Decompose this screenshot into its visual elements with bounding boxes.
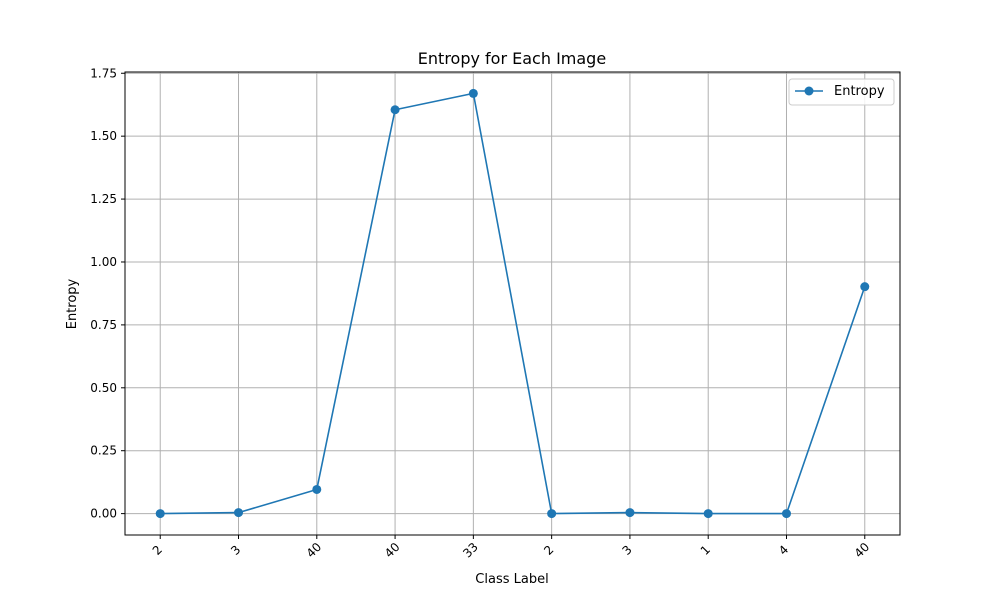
data-point (547, 509, 557, 519)
y-tick-label: 1.75 (90, 66, 117, 80)
data-point (155, 509, 165, 519)
y-tick-label: 1.00 (90, 255, 117, 269)
x-tick-label: 40 (304, 540, 325, 561)
x-tick-label: 3 (619, 543, 634, 558)
data-point (312, 484, 322, 494)
x-tick-label: 2 (150, 543, 165, 558)
data-point (234, 508, 244, 518)
x-axis-label: Class Label (475, 572, 548, 587)
x-tick-label: 2 (541, 543, 556, 558)
legend: Entropy (788, 78, 895, 106)
y-tick-label: 0.75 (90, 318, 117, 332)
x-tick-label: 3 (228, 543, 243, 558)
data-point (860, 282, 870, 292)
data-point (468, 88, 478, 98)
plot-frame (124, 71, 901, 536)
y-tick-label: 1.50 (90, 129, 117, 143)
y-tick-label: 0.50 (90, 381, 117, 395)
y-tick-label: 0.00 (90, 507, 117, 521)
series-line (160, 92, 866, 515)
data-point (390, 105, 400, 115)
x-tick-label: 40 (852, 540, 873, 561)
legend-entry-entropy: Entropy (834, 84, 885, 99)
legend-marker-icon (804, 86, 814, 96)
grid (125, 72, 900, 535)
data-point (625, 508, 635, 518)
x-tick-label: 4 (776, 543, 791, 558)
chart-title: Entropy for Each Image (418, 49, 606, 68)
data-point (703, 509, 713, 519)
series-entropy (155, 88, 870, 519)
data-point (781, 509, 791, 519)
y-tick-label: 1.25 (90, 192, 117, 206)
y-axis-ticks: 0.00 0.25 0.50 0.75 1.00 1.25 1.50 1.75 (90, 66, 125, 521)
x-tick-label: 1 (698, 543, 713, 558)
x-tick-label: 40 (382, 540, 403, 561)
y-tick-label: 0.25 (90, 444, 117, 458)
x-tick-label: 33 (460, 540, 481, 561)
legend-box (788, 78, 895, 106)
y-axis-label: Entropy (65, 278, 80, 329)
x-axis-ticks: 2 3 40 40 33 2 3 1 4 40 (150, 535, 873, 561)
